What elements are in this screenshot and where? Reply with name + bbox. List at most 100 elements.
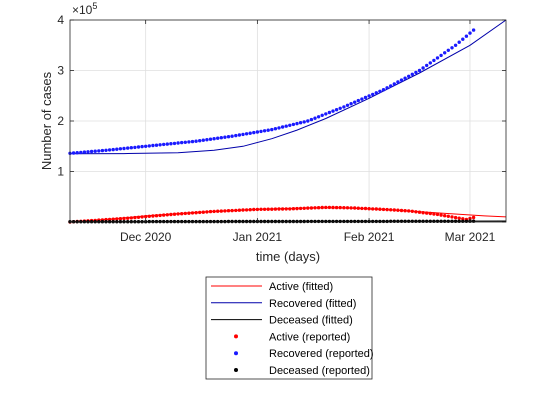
data-point <box>324 112 328 116</box>
data-point <box>288 207 292 211</box>
data-point <box>248 131 252 135</box>
data-point <box>241 132 245 137</box>
data-point <box>71 151 76 155</box>
legend: Active (fitted) Recovered (fitted) Decease… <box>205 276 374 380</box>
data-point <box>378 207 382 211</box>
data-point <box>136 215 141 219</box>
legend-label: Deceased (reported) <box>269 365 370 377</box>
data-point <box>432 219 436 223</box>
data-point <box>392 208 396 212</box>
data-point <box>234 133 238 138</box>
data-point <box>378 219 382 224</box>
y-exponent-label: ×105 <box>72 1 97 17</box>
data-point <box>230 208 234 213</box>
data-point <box>425 211 429 215</box>
data-point <box>403 219 407 223</box>
data-point <box>403 209 407 213</box>
data-point <box>241 219 245 224</box>
legend-entry: Deceased (fitted) <box>211 315 353 327</box>
legend-entry: Active (reported) <box>234 331 350 343</box>
data-point <box>356 98 360 103</box>
data-point <box>381 207 386 212</box>
data-point <box>443 219 447 223</box>
data-point <box>212 137 216 141</box>
data-point <box>151 143 155 148</box>
data-point <box>432 58 436 63</box>
x-axis-label: time (days) <box>256 249 320 264</box>
data-point <box>374 91 378 95</box>
data-point <box>421 219 425 223</box>
data-point <box>201 210 205 214</box>
data-point <box>338 205 342 210</box>
data-point <box>417 68 422 73</box>
data-point <box>316 115 321 119</box>
legend-entry: Deceased (reported) <box>234 365 370 377</box>
data-point <box>471 28 476 32</box>
data-point <box>270 127 274 132</box>
data-point <box>464 219 469 223</box>
data-point <box>140 144 144 149</box>
data-point <box>183 140 187 144</box>
legend-box <box>205 276 373 380</box>
data-point <box>187 211 191 215</box>
legend-label: Deceased (fitted) <box>269 315 353 327</box>
data-point <box>208 209 213 214</box>
data-point <box>421 211 425 215</box>
data-point <box>273 127 278 131</box>
data-point <box>248 219 252 224</box>
data-point <box>252 130 256 135</box>
y-tick-label: 4 <box>57 13 64 27</box>
data-point <box>259 207 263 211</box>
data-point <box>334 219 339 224</box>
data-point <box>201 138 205 142</box>
data-point <box>190 139 195 144</box>
data-point <box>284 219 288 224</box>
data-point <box>172 141 177 146</box>
data-point <box>453 219 458 223</box>
legend-swatch-point <box>234 368 238 372</box>
data-point <box>234 208 238 213</box>
data-point <box>111 147 115 152</box>
data-point <box>147 144 151 148</box>
data-point <box>435 212 440 217</box>
data-point <box>140 215 144 219</box>
data-point <box>262 219 267 224</box>
data-point <box>360 97 364 101</box>
y-tick-label: 2 <box>57 114 64 128</box>
data-point <box>399 78 404 82</box>
data-point <box>313 219 317 224</box>
data-point <box>252 207 256 212</box>
series-line-recovered-fitted <box>69 19 507 155</box>
data-point <box>259 129 263 134</box>
data-point <box>126 146 130 150</box>
data-point <box>291 219 296 224</box>
data-point <box>443 214 447 218</box>
data-point <box>457 219 461 223</box>
legend-entry: Active (fitted) <box>211 281 333 293</box>
data-point <box>270 207 274 211</box>
data-point <box>129 216 133 220</box>
legend-swatch-point <box>234 334 238 339</box>
data-point <box>425 63 429 68</box>
legend-label: Recovered (fitted) <box>269 298 356 310</box>
data-point <box>266 219 270 224</box>
data-point <box>363 95 368 100</box>
data-point <box>374 219 378 224</box>
data-point <box>353 100 357 104</box>
data-point <box>115 217 119 221</box>
data-point <box>237 133 242 137</box>
data-point <box>147 214 151 218</box>
data-point <box>298 206 303 211</box>
data-point <box>288 219 292 224</box>
data-point <box>428 219 432 223</box>
data-point <box>399 208 404 213</box>
data-point <box>176 212 180 216</box>
data-point <box>198 139 202 143</box>
data-point <box>407 74 411 79</box>
data-point <box>133 145 137 150</box>
data-point <box>288 123 292 128</box>
data-point <box>309 219 314 224</box>
data-point <box>360 206 364 211</box>
data-point <box>295 219 299 224</box>
data-point <box>450 215 454 219</box>
